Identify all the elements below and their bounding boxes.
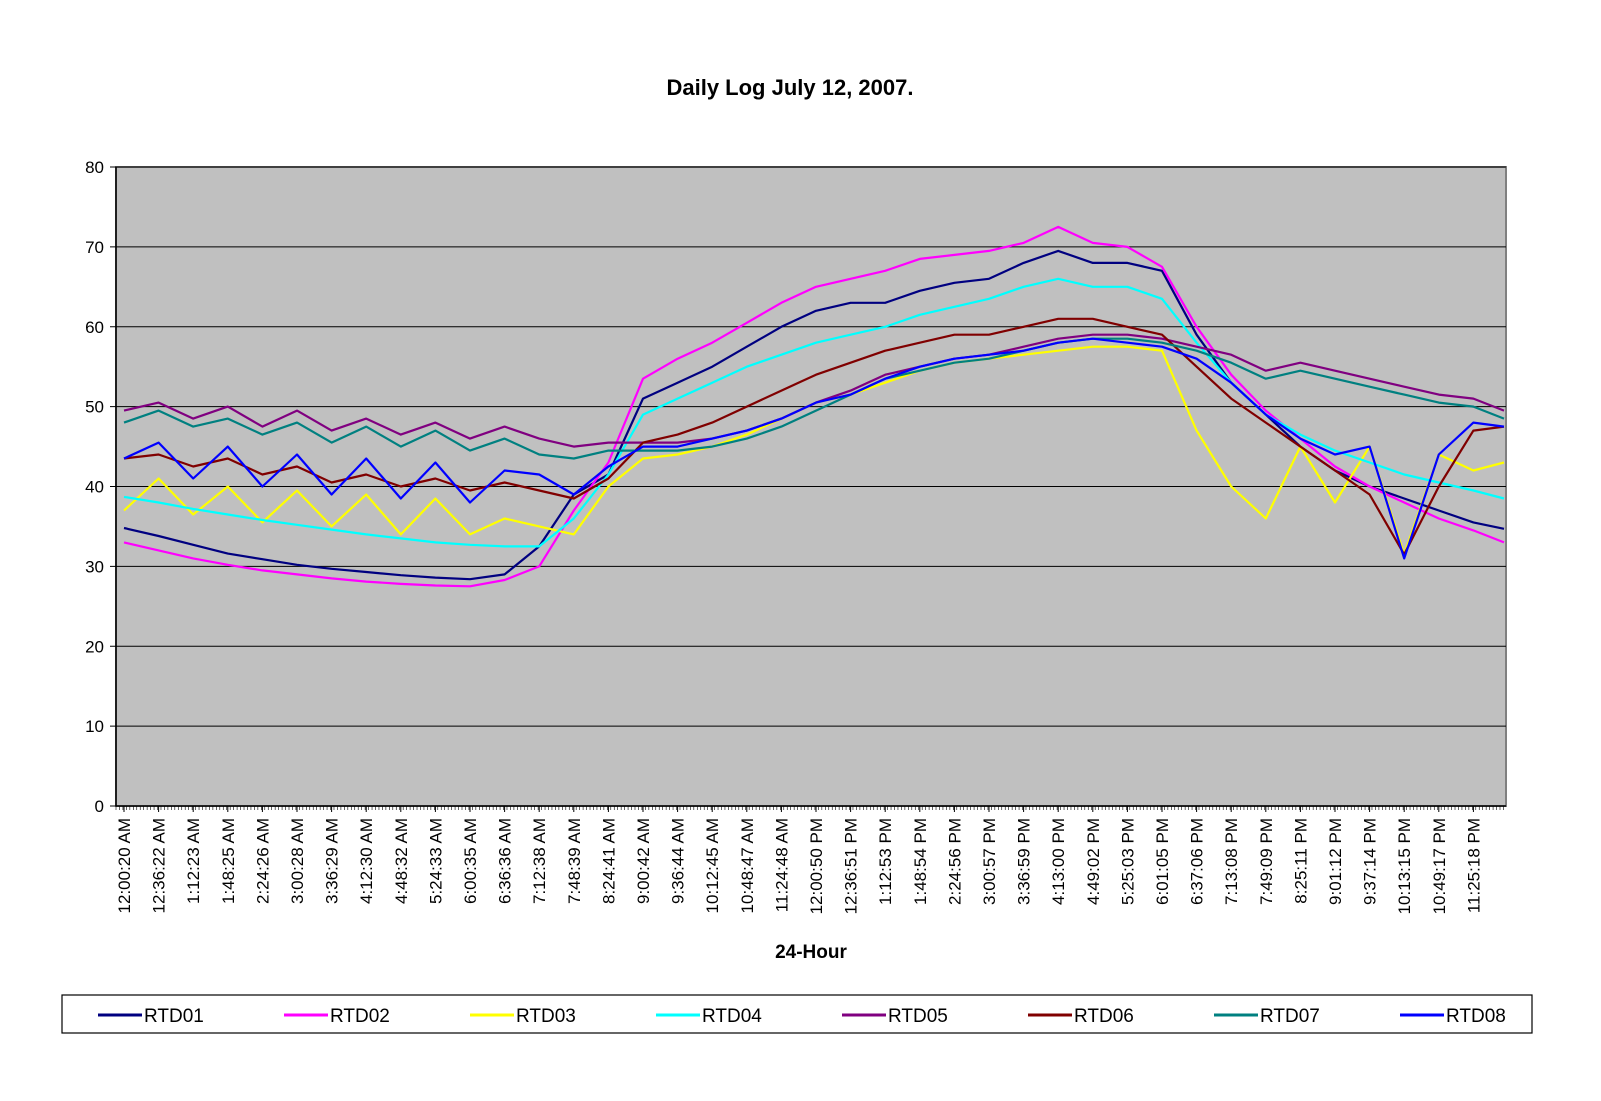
legend-label-rtd01: RTD01	[144, 1006, 204, 1027]
legend-label-rtd07: RTD07	[1260, 1006, 1320, 1027]
x-tick-label: 7:49:09 PM	[1257, 818, 1276, 905]
x-tick-label: 6:36:36 AM	[496, 818, 515, 904]
y-tick-label: 20	[85, 637, 104, 656]
y-tick-label: 50	[85, 398, 104, 417]
y-tick-label: 80	[85, 158, 104, 177]
x-tick-label: 2:24:56 PM	[945, 818, 964, 905]
x-tick-label: 8:25:11 PM	[1291, 818, 1310, 904]
x-tick-label: 3:36:29 AM	[323, 818, 342, 904]
x-tick-label: 6:00:35 AM	[461, 818, 480, 904]
legend: RTD01 RTD02 RTD03 RTD04 RTD05 RTD06 RTD07 RTD08	[61, 994, 1533, 1034]
x-tick-label: 5:25:03 PM	[1118, 818, 1137, 905]
x-tick-label: 7:48:39 AM	[565, 818, 584, 904]
x-tick-label: 10:49:17 PM	[1430, 818, 1449, 914]
series-line-rtd02	[123, 225, 1505, 588]
legend-label-rtd04: RTD04	[702, 1006, 762, 1027]
x-tick-label: 9:37:14 PM	[1361, 818, 1380, 905]
legend-label-rtd06: RTD06	[1074, 1006, 1134, 1027]
series-line-rtd07	[123, 337, 1505, 460]
legend-label-rtd02: RTD02	[330, 1006, 390, 1027]
legend-label-rtd03: RTD03	[516, 1006, 576, 1027]
x-tick-label: 3:00:28 AM	[288, 818, 307, 904]
x-tick-label: 6:01:05 PM	[1153, 818, 1172, 905]
x-tick-label: 7:12:38 AM	[530, 818, 549, 904]
x-tick-label: 10:12:45 AM	[703, 818, 722, 913]
x-tick-label: 7:13:08 PM	[1222, 818, 1241, 905]
x-tick-label: 4:13:00 PM	[1049, 818, 1068, 905]
x-tick-label: 2:24:26 AM	[253, 818, 272, 904]
x-tick-label: 11:24:48 AM	[772, 818, 791, 912]
series-line-rtd01	[123, 249, 1505, 581]
x-tick-label: 3:36:59 PM	[1015, 818, 1034, 905]
y-axis-ticks: 0 10 20 30 40 50 60 70 80	[85, 158, 116, 816]
x-tick-label: 4:49:02 PM	[1084, 818, 1103, 905]
y-tick-label: 10	[85, 717, 104, 736]
x-tick-label: 12:00:20 AM	[115, 818, 134, 913]
y-tick-label: 30	[85, 557, 104, 576]
x-tick-label: 10:48:47 AM	[738, 818, 757, 913]
x-tick-label: 1:48:54 PM	[911, 818, 930, 905]
y-tick-label: 40	[85, 478, 104, 497]
legend-label-rtd08: RTD08	[1446, 1006, 1506, 1027]
y-tick-label: 0	[95, 797, 104, 816]
x-tick-label: 8:24:41 AM	[599, 818, 618, 904]
x-tick-label: 9:36:44 AM	[669, 818, 688, 904]
gridlines	[116, 166, 1506, 727]
x-tick-label: 1:12:53 PM	[876, 818, 895, 905]
x-tick-label: 10:13:15 PM	[1395, 818, 1414, 914]
series-line-rtd08	[123, 337, 1505, 560]
x-axis-title: 24-Hour	[775, 942, 847, 963]
x-tick-label: 1:48:25 AM	[219, 818, 238, 904]
y-tick-label: 60	[85, 318, 104, 337]
x-tick-label: 6:37:06 PM	[1188, 818, 1207, 905]
series-lines	[123, 225, 1505, 588]
x-tick-label: 12:00:50 PM	[807, 818, 826, 914]
x-tick-label: 12:36:22 AM	[150, 818, 169, 913]
legend-label-rtd05: RTD05	[888, 1006, 948, 1027]
x-tick-label: 9:00:42 AM	[634, 818, 653, 904]
x-tick-label: 4:48:32 AM	[392, 818, 411, 904]
x-axis-ticks: 12:00:20 AM 12:36:22 AM 1:12:23 AM 1:48:25 …	[115, 806, 1504, 914]
chart-title: Daily Log July 12, 2007.	[666, 75, 913, 100]
series-line-rtd06	[123, 317, 1505, 556]
y-tick-label: 70	[85, 238, 104, 257]
x-tick-label: 1:12:23 AM	[184, 818, 203, 904]
x-tick-label: 4:12:30 AM	[357, 818, 376, 904]
x-tick-label: 9:01:12 PM	[1326, 818, 1345, 905]
x-tick-label: 12:36:51 PM	[842, 818, 861, 914]
x-tick-label: 11:25:18 PM	[1464, 818, 1483, 913]
x-tick-label: 3:00:57 PM	[980, 818, 999, 905]
x-tick-label: 5:24:33 AM	[426, 818, 445, 904]
